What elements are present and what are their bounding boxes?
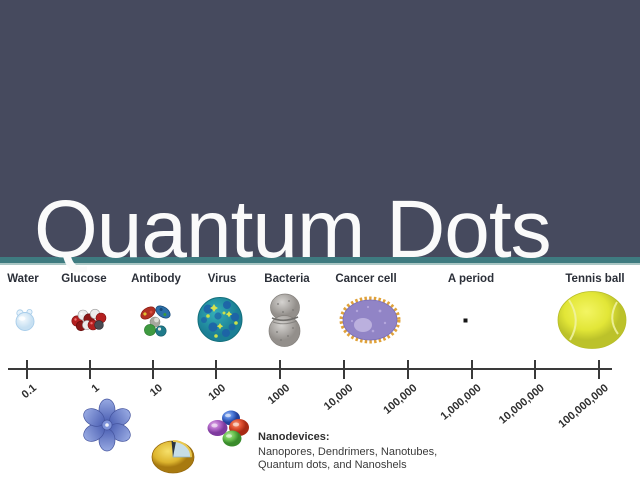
tick-100 [215,360,217,379]
tick-1 [89,360,91,379]
divider-line [0,257,640,263]
nanoshell-icon [150,437,196,475]
tick-label-1: 1 [89,382,102,396]
item-label-bacteria: Bacteria [264,273,310,285]
tick-10000000 [534,360,536,379]
dendrimer-flower-icon [77,398,137,452]
tick-label-10: 10 [147,382,165,400]
item-label-water: Water [7,273,39,285]
tick-label-100000: 100,000 [381,382,420,417]
item-label-tennis-ball: Tennis ball [565,273,625,285]
page-title: Quantum Dots [34,184,552,275]
glucose-molecule-icon [68,304,108,336]
bacteria-icon [267,292,303,348]
tick-label-100: 100 [205,382,228,403]
item-label-glucose: Glucose [61,273,107,285]
tick-label-1000000: 1,000,000 [438,382,484,423]
tick-1000000 [471,360,473,379]
item-label-a-period: A period [447,273,495,285]
virus-icon [196,296,244,343]
nanodevices-line1: Nanopores, Dendrimers, Nanotubes, [258,445,438,458]
item-label-cancer-cell: Cancer cell [335,273,397,285]
item-label-antibody: Antibody [131,273,181,285]
period-dot-icon [463,318,468,323]
tick-10000 [343,360,345,379]
tick-100000 [407,360,409,379]
nanodevices-line2: Quantum dots, and Nanoshels [258,459,407,471]
scale-axis-line [8,368,612,370]
tick-label-100000000: 100,000,000 [556,382,611,431]
nanodevices-caption: Nanodevices: Nanopores, Dendrimers, Nano… [258,431,437,473]
item-label-virus: Virus [207,273,237,285]
antibody-icon [137,303,173,341]
nanodevices-heading: Nanodevices: [258,431,330,443]
tick-label-0.1: 0.1 [19,382,39,402]
tick-1000 [279,360,281,379]
divider-line-light [0,263,640,265]
tick-label-1000: 1000 [265,382,292,407]
size-scale-diagram: Water Glucose Antibody Virus Bacteria Ca… [0,265,640,480]
title-section: Quantum Dots [0,0,640,257]
water-molecule-icon [13,307,37,332]
tick-100000000 [598,360,600,379]
tennis-ball-icon [556,289,628,351]
quantum-dots-icon [205,408,251,448]
tick-10 [152,360,154,379]
tick-label-10000000: 10,000,000 [496,382,547,427]
tick-label-10000: 10,000 [322,382,356,413]
cancer-cell-icon [335,293,405,347]
tick-0.1 [26,360,28,379]
